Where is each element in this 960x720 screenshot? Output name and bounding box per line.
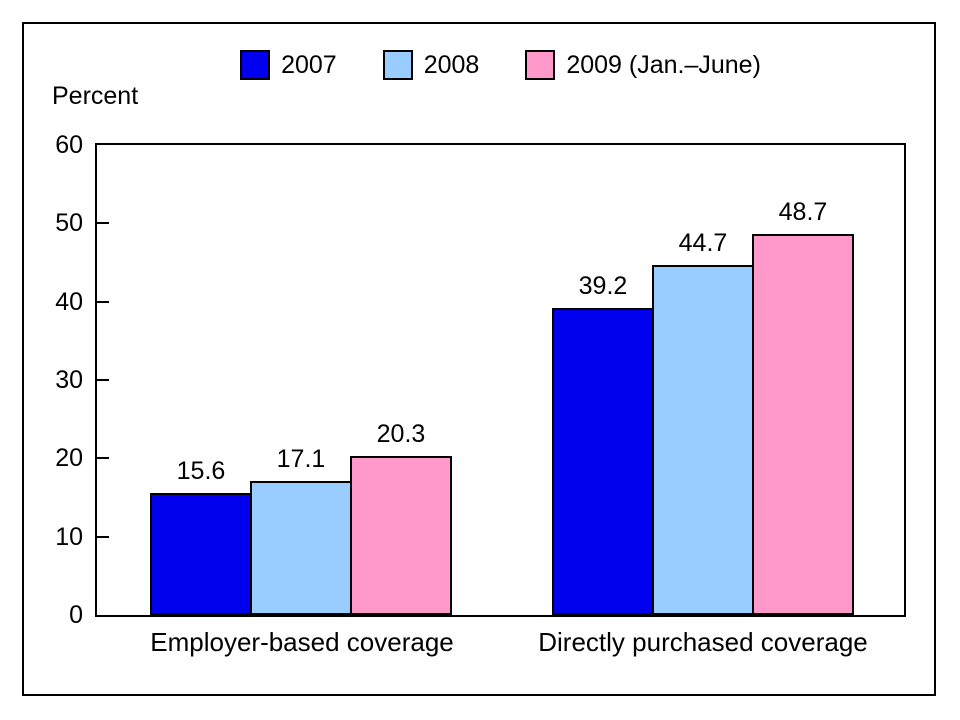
legend: 2007 2008 2009 (Jan.–June) (95, 50, 906, 80)
legend-item: 2007 (240, 50, 337, 80)
legend-item: 2009 (Jan.–June) (525, 50, 761, 80)
bar (752, 233, 854, 615)
bar-value-label: 17.1 (276, 445, 326, 474)
y-tick-label: 30 (55, 366, 83, 394)
y-axis-title: Percent (52, 82, 139, 110)
bar (250, 481, 352, 615)
y-tick-label: 40 (55, 287, 83, 316)
legend-swatch (382, 50, 413, 80)
bar-value-label: 20.3 (376, 419, 426, 448)
bar-value-label: 15.6 (176, 456, 226, 485)
bar (652, 264, 754, 615)
y-tick-mark (97, 379, 109, 381)
y-tick-label: 50 (55, 209, 83, 238)
legend-label: 2007 (281, 51, 337, 79)
y-tick-label: 60 (55, 131, 83, 159)
y-tick-mark (97, 300, 109, 303)
bar-value-label: 44.7 (678, 228, 728, 257)
plot-area: 0 10 20 30 40 50 60 15.6 17.1 20.3 Employer-based … (55, 131, 906, 657)
y-tick-label: 10 (55, 522, 83, 551)
y-tick-label: 20 (55, 444, 83, 473)
y-tick-mark (97, 222, 109, 225)
legend-label: 2008 (423, 51, 480, 79)
bar (350, 455, 452, 615)
bar-value-label: 39.2 (578, 271, 628, 300)
chart-frame: 2007 2008 2009 (Jan.–June) Percent 0 10 20 30… (22, 22, 936, 696)
bar-value-label: 48.7 (778, 197, 828, 226)
x-category-label: Employer-based coverage (150, 627, 454, 657)
bar (150, 492, 252, 615)
legend-swatch (525, 50, 556, 80)
legend-swatch (240, 50, 271, 80)
y-tick-mark (97, 535, 109, 538)
legend-item: 2008 (382, 50, 480, 80)
y-tick-label: 0 (69, 601, 83, 629)
legend-label: 2009 (Jan.–June) (566, 51, 761, 79)
y-tick-mark (97, 457, 109, 460)
bar (552, 307, 654, 615)
x-category-label: Directly purchased coverage (538, 627, 868, 657)
